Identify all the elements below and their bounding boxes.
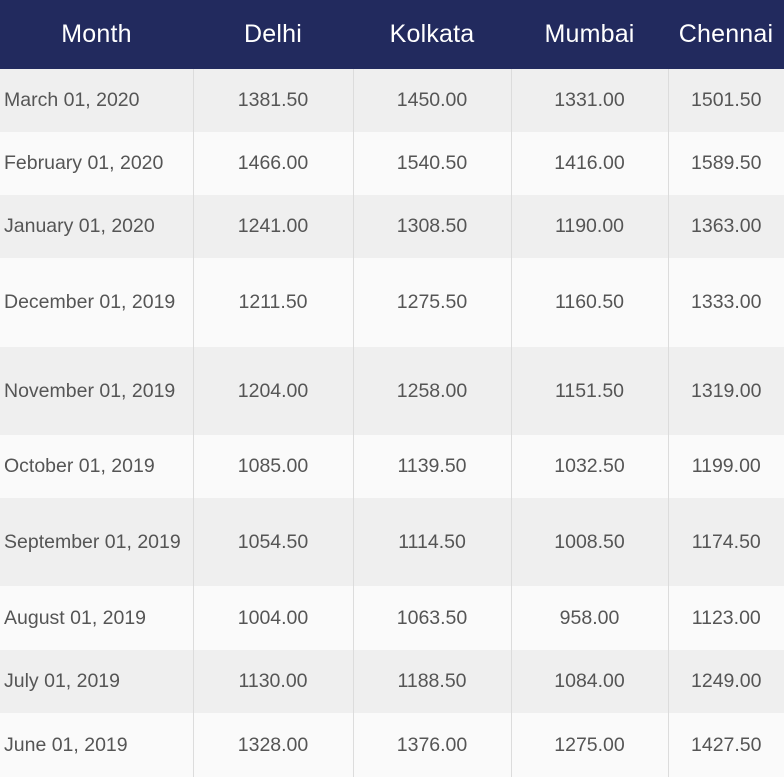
delhi-cell: 1211.50 (193, 258, 354, 347)
header-row: Month Delhi Kolkata Mumbai Chennai (0, 0, 784, 69)
chennai-cell: 1199.00 (691, 455, 761, 477)
month-cell: October 01, 2019 (0, 435, 194, 498)
month-cell: July 01, 2019 (0, 650, 194, 713)
column-header-delhi: Delhi (244, 20, 302, 48)
table-row: June 01, 2019 1328.00 1376.00 1275.00 1427.5… (0, 713, 784, 777)
mumbai-cell: 1275.00 (511, 713, 669, 777)
chennai-cell: 1123.00 (691, 606, 761, 629)
table-row: August 01, 2019 1004.00 1063.50 958.00 1123.… (0, 586, 784, 650)
mumbai-cell: 1331.00 (511, 69, 669, 132)
table-row: October 01, 2019 1085.00 1139.50 1032.50 119… (0, 435, 784, 498)
column-header-mumbai: Mumbai (544, 20, 635, 48)
chennai-cell: 1249.00 (691, 670, 762, 692)
delhi-cell: 1004.00 (193, 586, 354, 650)
table-body: March 01, 2020 1381.50 1450.00 1331.00 1501.… (0, 69, 784, 777)
kolkata-cell: 1063.50 (353, 586, 512, 650)
kolkata-cell: 1114.50 (353, 498, 512, 586)
kolkata-cell: 1540.50 (353, 132, 512, 195)
kolkata-cell: 1188.50 (353, 650, 512, 713)
month-cell: August 01, 2019 (0, 586, 194, 650)
delhi-cell: 1241.00 (193, 195, 354, 258)
month-cell: September 01, 2019 (0, 498, 194, 586)
month-cell: November 01, 2019 (0, 347, 194, 435)
delhi-cell: 1328.00 (193, 713, 354, 777)
month-cell: January 01, 2020 (0, 195, 194, 258)
table-row: January 01, 2020 1241.00 1308.50 1190.00 136… (0, 195, 784, 258)
chennai-cell: 1427.50 (691, 733, 762, 756)
kolkata-cell: 1258.00 (353, 347, 512, 435)
delhi-cell: 1054.50 (193, 498, 354, 586)
delhi-cell: 1204.00 (193, 347, 354, 435)
column-header-kolkata: Kolkata (389, 20, 475, 48)
chennai-cell: 1501.50 (691, 89, 762, 111)
mumbai-cell: 1416.00 (511, 132, 669, 195)
chennai-cell: 1333.00 (691, 291, 762, 313)
chennai-cell: 1174.50 (691, 530, 761, 553)
mumbai-cell: 1151.50 (511, 347, 669, 435)
mumbai-cell: 1084.00 (511, 650, 669, 713)
column-header-chennai: Chennai (678, 20, 774, 48)
month-cell: February 01, 2020 (0, 132, 194, 195)
mumbai-cell: 958.00 (511, 586, 669, 650)
table-row: March 01, 2020 1381.50 1450.00 1331.00 1501.… (0, 69, 784, 132)
kolkata-cell: 1450.00 (353, 69, 512, 132)
mumbai-cell: 1008.50 (511, 498, 669, 586)
table-row: February 01, 2020 1466.00 1540.50 1416.00 15… (0, 132, 784, 195)
mumbai-cell: 1160.50 (511, 258, 669, 347)
kolkata-cell: 1139.50 (353, 435, 512, 498)
table-row: July 01, 2019 1130.00 1188.50 1084.00 1249.0… (0, 650, 784, 713)
delhi-cell: 1085.00 (193, 435, 354, 498)
column-header-month: Month (61, 20, 132, 48)
month-cell: March 01, 2020 (0, 69, 194, 132)
delhi-cell: 1381.50 (193, 69, 354, 132)
table-row: December 01, 2019 1211.50 1275.50 1160.50 13… (0, 258, 784, 347)
month-cell: June 01, 2019 (0, 713, 194, 777)
kolkata-cell: 1376.00 (353, 713, 512, 777)
kolkata-cell: 1308.50 (353, 195, 512, 258)
chennai-cell: 1363.00 (691, 215, 762, 237)
delhi-cell: 1466.00 (193, 132, 354, 195)
mumbai-cell: 1190.00 (511, 195, 669, 258)
delhi-cell: 1130.00 (193, 650, 354, 713)
chennai-cell: 1589.50 (691, 152, 762, 174)
mumbai-cell: 1032.50 (511, 435, 669, 498)
month-cell: December 01, 2019 (0, 258, 194, 347)
table-row: November 01, 2019 1204.00 1258.00 1151.50 13… (0, 347, 784, 435)
chennai-cell: 1319.00 (691, 379, 762, 402)
kolkata-cell: 1275.50 (353, 258, 512, 347)
table-row: September 01, 2019 1054.50 1114.50 1008.50 1… (0, 498, 784, 586)
